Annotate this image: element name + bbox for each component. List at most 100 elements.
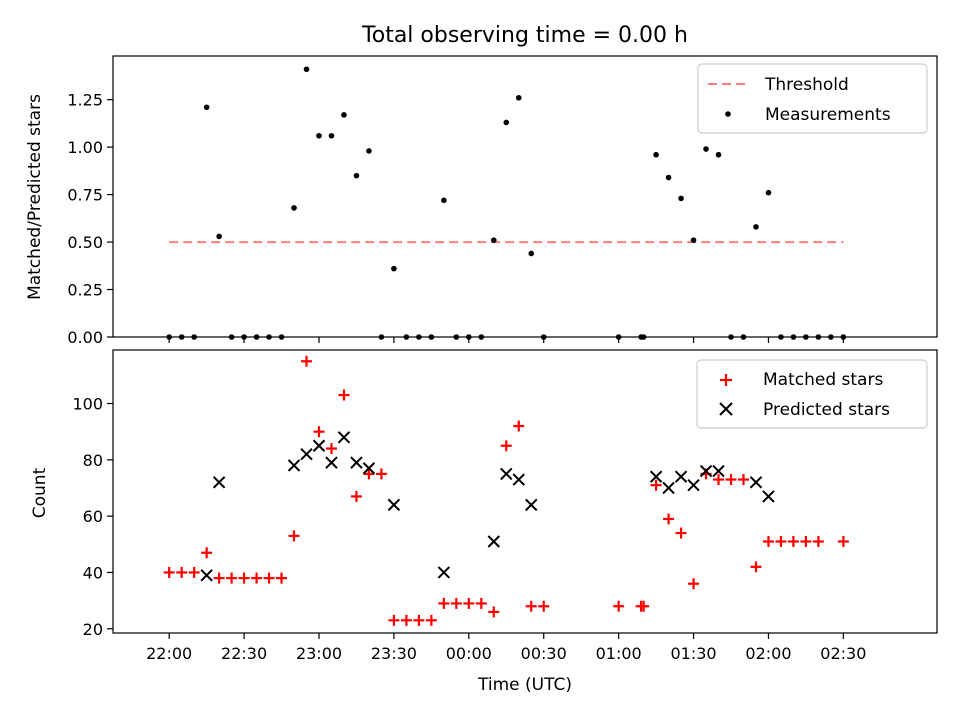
- matched-star-marker: [800, 535, 812, 547]
- predicted-star-marker: [350, 456, 363, 469]
- predicted-star-marker: [325, 456, 338, 469]
- predicted-star-marker: [749, 476, 763, 489]
- predicted-star-marker: [212, 476, 226, 489]
- measurement-point: [665, 174, 672, 181]
- top-y-tick-label: 1.25: [67, 91, 103, 110]
- matched-star-marker: [812, 535, 824, 547]
- bottom-legend-box: [696, 359, 928, 429]
- matched-star-marker: [525, 600, 537, 612]
- measurement-point: [503, 119, 510, 126]
- legend-matched-label: Matched stars: [763, 370, 883, 390]
- measurement-point: [216, 233, 222, 240]
- bottom-y-ticks: 20 40 60 80 100: [72, 395, 113, 639]
- matched-star-marker: [325, 443, 337, 455]
- measurement-point: [366, 148, 372, 154]
- x-tick-label: 02:00: [745, 644, 791, 663]
- x-tick-label: 22:00: [146, 644, 192, 663]
- legend-measurements-swatch: [725, 111, 731, 117]
- top-legend: Threshold Measurements: [697, 63, 928, 134]
- matched-star-marker: [488, 606, 500, 618]
- x-axis-label: Time (UTC): [477, 675, 572, 695]
- measurement-point: [291, 205, 297, 211]
- matched-star-marker: [787, 535, 799, 547]
- matched-star-marker: [500, 440, 512, 452]
- top-y-tick-label: 0.25: [67, 281, 103, 300]
- measurement-point: [316, 132, 322, 139]
- matched-star-marker: [538, 600, 550, 612]
- matched-star-marker: [775, 535, 787, 547]
- top-y-tick-label: 0.75: [67, 186, 103, 205]
- bottom-y-axis-label: Count: [30, 467, 50, 518]
- bottom-x-ticks: 22:00 22:30 23:00 23:30 00:00 00:30 01:00 01:30…: [146, 633, 866, 663]
- measurement-point: [715, 151, 722, 158]
- predicted-star-marker: [674, 470, 688, 483]
- matched-star-marker: [413, 614, 425, 626]
- predicted-star-marker: [699, 464, 713, 478]
- x-tick-label: 23:30: [371, 644, 417, 663]
- matched-star-marker: [213, 572, 225, 584]
- bottom-axes-frame: [112, 349, 938, 634]
- measurement-point: [690, 237, 697, 243]
- predicted-star-marker: [437, 566, 451, 579]
- matched-star-marker: [338, 389, 350, 401]
- matched-star-marker: [725, 474, 737, 486]
- matched-star-marker: [176, 566, 188, 578]
- bottom-y-tick-label: 40: [83, 563, 103, 582]
- measurement-point: [653, 151, 659, 158]
- measurement-point: [203, 104, 210, 111]
- bottom-y-tick-label: 80: [83, 451, 103, 470]
- matched-star-marker: [750, 561, 762, 573]
- measurement-point: [391, 265, 397, 272]
- measurement-point: [753, 224, 759, 230]
- top-y-axis-label: Matched/Predicted stars: [25, 94, 45, 300]
- measurement-point: [703, 146, 709, 152]
- predicted-star-marker: [487, 535, 500, 548]
- legend-measurements-label: Measurements: [765, 105, 891, 125]
- bottom-y-tick-label: 60: [83, 507, 103, 526]
- measurement-point: [328, 132, 335, 139]
- x-tick-label: 01:00: [596, 644, 642, 663]
- matched-star-marker: [263, 572, 275, 584]
- matched-star-marker: [675, 527, 687, 539]
- top-y-tick-label: 0.00: [67, 328, 103, 347]
- predicted-star-marker: [500, 467, 513, 481]
- matched-star-marker: [638, 600, 650, 612]
- matched-star-marker: [450, 597, 462, 609]
- matched-star-marker: [737, 474, 749, 486]
- matched-star-marker: [613, 600, 625, 612]
- bottom-y-tick-label: 20: [83, 620, 103, 639]
- bottom-legend: Matched stars Predicted stars: [696, 359, 928, 429]
- measurement-point: [515, 94, 522, 101]
- matched-star-marker: [288, 530, 300, 542]
- matched-star-marker: [201, 547, 213, 559]
- matched-star-marker: [188, 566, 200, 578]
- top-y-tick-label: 0.50: [67, 233, 103, 252]
- matched-star-marker: [650, 479, 662, 491]
- predicted-star-marker: [649, 470, 663, 483]
- matched-star-marker: [363, 468, 375, 480]
- predicted-star-marker: [200, 569, 213, 582]
- matched-star-marker: [388, 614, 400, 626]
- measurement-point: [678, 195, 684, 202]
- measurement-point: [528, 250, 535, 257]
- predicted-star-marker: [687, 478, 700, 492]
- measurement-point: [353, 172, 360, 179]
- measurement-point: [490, 237, 497, 243]
- measurement-point: [765, 189, 772, 196]
- predicted-star-marker: [300, 447, 313, 461]
- matched-star-marker: [762, 535, 774, 547]
- measurement-point: [441, 197, 447, 204]
- matched-star-marker: [475, 597, 487, 609]
- matched-star-marker: [425, 614, 437, 626]
- x-tick-label: 00:30: [521, 644, 567, 663]
- top-y-tick-label: 1.00: [67, 138, 103, 157]
- matched-star-marker: [301, 355, 313, 367]
- matched-star-marker: [163, 566, 175, 578]
- top-panel: 0.00 0.25 0.50 0.75 1.00 1.25 Matched/Predict…: [25, 55, 938, 347]
- measurement-point: [303, 66, 310, 73]
- predicted-star-marker: [525, 498, 538, 512]
- top-x-ticks: [168, 337, 844, 343]
- matched-star-marker: [226, 572, 238, 584]
- matched-star-marker: [663, 513, 675, 525]
